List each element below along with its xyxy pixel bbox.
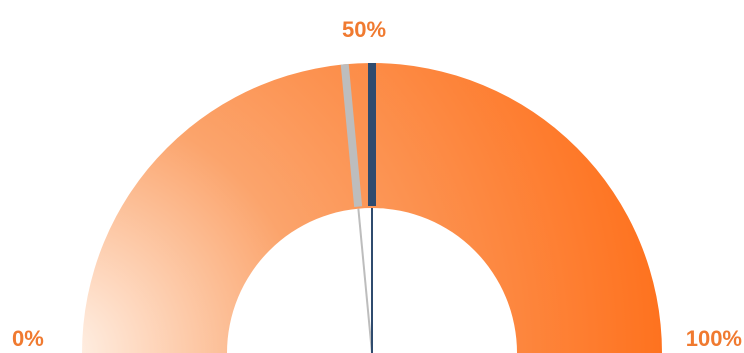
gauge-marker-bar — [340, 63, 363, 208]
max-tick-label: 100% — [686, 326, 742, 351]
mid-tick-label: 50% — [342, 17, 386, 42]
gauge-marker-needle — [357, 208, 373, 353]
min-tick-label: 0% — [12, 326, 44, 351]
gauge-marker-1 — [340, 63, 373, 353]
gauge-markers — [340, 63, 376, 353]
